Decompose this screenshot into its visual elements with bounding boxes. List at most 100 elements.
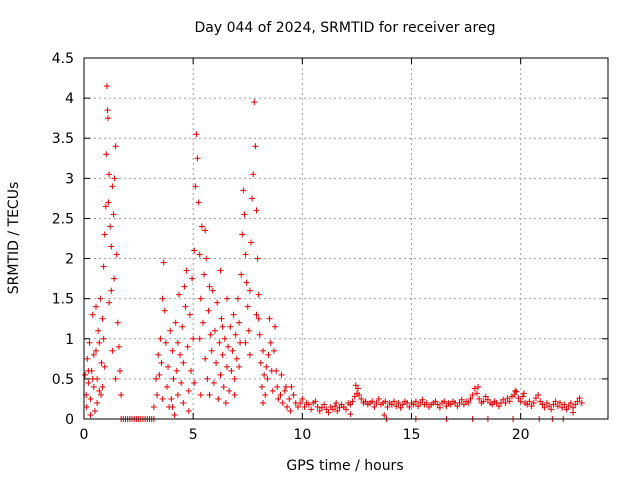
- data-point: [206, 391, 213, 398]
- data-point: [356, 391, 363, 398]
- data-point: [236, 363, 243, 370]
- data-point: [101, 231, 108, 238]
- data-point: [224, 295, 231, 302]
- data-point: [183, 267, 190, 274]
- data-point: [201, 271, 208, 278]
- data-point: [210, 379, 217, 386]
- data-point: [241, 211, 248, 218]
- data-point: [506, 398, 513, 405]
- data-point: [371, 403, 378, 410]
- data-point: [261, 371, 268, 378]
- data-point: [270, 347, 277, 354]
- data-point: [220, 383, 227, 390]
- data-point: [246, 351, 253, 358]
- data-point: [112, 375, 119, 382]
- data-point: [467, 395, 474, 402]
- data-point: [548, 406, 555, 413]
- data-point: [333, 399, 340, 406]
- data-point: [89, 311, 96, 318]
- data-point: [272, 323, 279, 330]
- data-point: [286, 395, 293, 402]
- data-point: [98, 359, 105, 366]
- data-point: [191, 247, 198, 254]
- data-point: [228, 367, 235, 374]
- data-point: [458, 396, 465, 403]
- data-point: [532, 395, 539, 402]
- data-point: [185, 387, 192, 394]
- data-point: [100, 335, 107, 342]
- data-point: [415, 403, 422, 410]
- data-point: [169, 347, 176, 354]
- data-point: [167, 327, 174, 334]
- data-point: [294, 403, 301, 410]
- data-point: [114, 319, 121, 326]
- data-point: [101, 363, 108, 370]
- data-point: [191, 379, 198, 386]
- data-point: [256, 331, 263, 338]
- data-point: [240, 187, 247, 194]
- data-point: [314, 403, 321, 410]
- data-point: [162, 339, 169, 346]
- data-point: [106, 171, 113, 178]
- data-point: [217, 371, 224, 378]
- data-point: [236, 319, 243, 326]
- data-point: [231, 391, 238, 398]
- data-point: [216, 339, 223, 346]
- x-tick-label: 5: [189, 427, 198, 443]
- data-point: [226, 387, 233, 394]
- axis-ticks: 0 5 10 15 20 0 0.5 1 1.5 2 2.5 3 3.5 4 4.5: [52, 51, 608, 443]
- data-point: [105, 115, 112, 122]
- data-point: [397, 404, 404, 411]
- data-point: [537, 398, 544, 405]
- data-point: [85, 379, 92, 386]
- data-point: [177, 351, 184, 358]
- data-point: [217, 267, 224, 274]
- data-point: [257, 359, 264, 366]
- data-point: [279, 399, 286, 406]
- data-point: [154, 391, 161, 398]
- data-point: [214, 299, 221, 306]
- data-point: [199, 319, 206, 326]
- data-point: [480, 398, 487, 405]
- data-point: [570, 409, 577, 416]
- data-point: [187, 367, 194, 374]
- data-point: [245, 327, 252, 334]
- data-point: [209, 287, 216, 294]
- data-point: [410, 401, 417, 408]
- data-point: [406, 403, 413, 410]
- data-point: [206, 283, 213, 290]
- data-point: [96, 339, 103, 346]
- data-point: [190, 335, 197, 342]
- data-point: [265, 351, 272, 358]
- data-point: [227, 323, 234, 330]
- data-point: [266, 315, 273, 322]
- data-point: [203, 255, 210, 262]
- data-point: [432, 398, 439, 405]
- data-point: [233, 355, 240, 362]
- data-point: [325, 409, 332, 416]
- data-point: [349, 398, 356, 405]
- data-point: [169, 403, 176, 410]
- data-point: [563, 406, 570, 413]
- data-point: [218, 315, 225, 322]
- y-tick-label: 0.5: [52, 372, 74, 388]
- data-point: [329, 406, 336, 413]
- data-point: [185, 407, 192, 414]
- data-point: [87, 411, 94, 418]
- data-point: [336, 404, 343, 411]
- data-point: [552, 398, 559, 405]
- data-point: [347, 401, 354, 408]
- data-point: [204, 375, 211, 382]
- data-point: [546, 403, 553, 410]
- data-point: [574, 398, 581, 405]
- data-point: [388, 401, 395, 408]
- data-point: [174, 391, 181, 398]
- data-point: [297, 399, 304, 406]
- y-tick-label: 1.5: [52, 292, 74, 308]
- data-point: [222, 399, 229, 406]
- data-point: [212, 327, 218, 334]
- data-point: [334, 407, 341, 414]
- data-point: [90, 351, 97, 358]
- data-point: [504, 395, 511, 402]
- data-point: [175, 291, 182, 298]
